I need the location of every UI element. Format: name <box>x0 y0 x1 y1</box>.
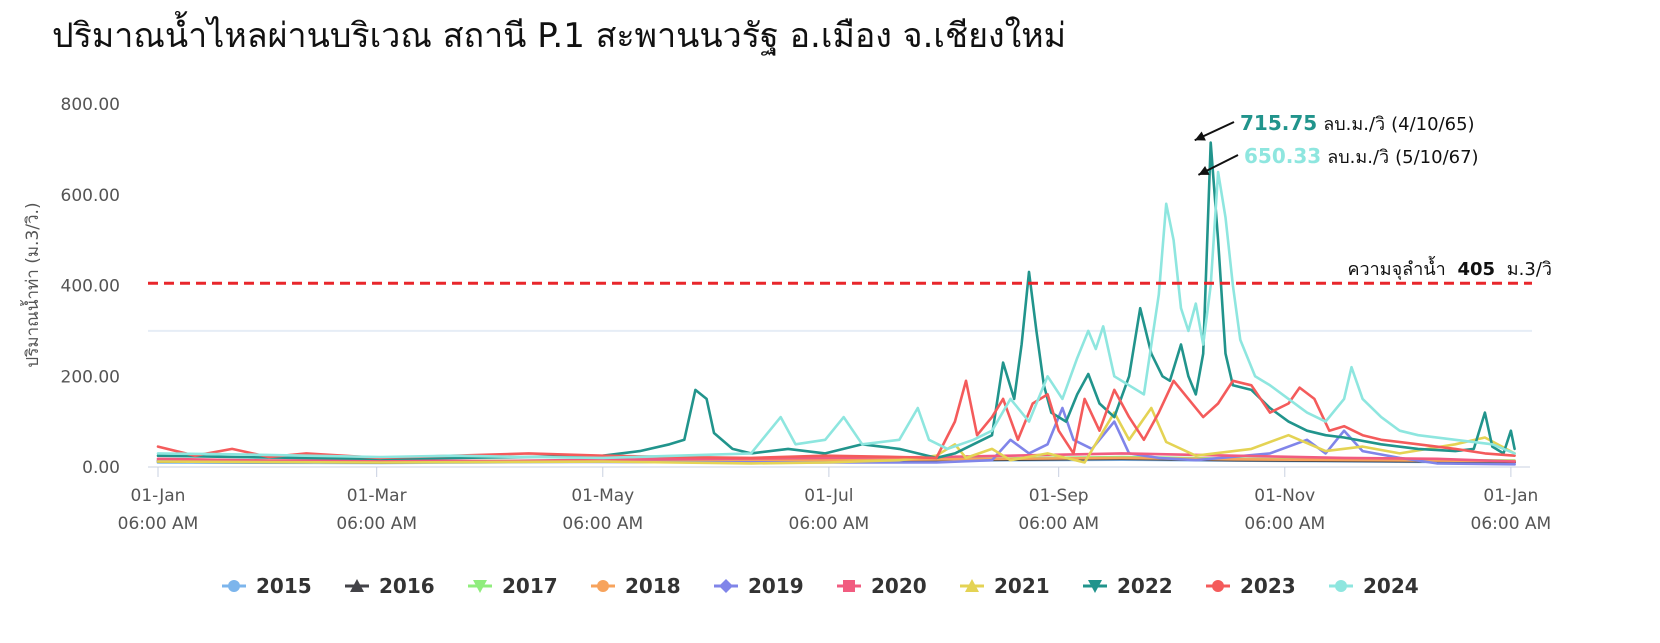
legend-label: 2015 <box>256 574 312 598</box>
series-line-2021 <box>156 406 1516 465</box>
annotation-label: 650.33 ลบ.ม./วิ (5/10/67) <box>1244 144 1479 168</box>
y-tick-label: 400.00 <box>61 277 120 297</box>
x-tick-label: 01-Jan <box>1483 486 1538 506</box>
legend-item-2018[interactable]: 2018 <box>591 574 681 598</box>
x-tick-sublabel: 06:00 AM <box>1018 514 1099 534</box>
threshold-label-suffix: ม.3/วิ <box>1507 259 1552 280</box>
series-line-2019 <box>156 406 1516 466</box>
legend-marker-square <box>843 580 855 592</box>
legend: 2015 2016 2017 2018 2019 2020 2021 2022 2023 2024 <box>222 574 1419 598</box>
legend-label: 2020 <box>871 574 927 598</box>
annotation-group: 715.75 ลบ.ม./วิ (4/10/65)650.33 ลบ.ม./วิ (5/… <box>1194 111 1479 176</box>
legend-marker-diamond <box>719 579 733 593</box>
legend-label: 2018 <box>625 574 681 598</box>
series-group <box>156 141 1516 466</box>
series-line-2024 <box>156 170 1516 460</box>
x-tick-label: 01-Nov <box>1254 486 1315 506</box>
legend-item-2019[interactable]: 2019 <box>714 574 804 598</box>
legend-marker-circle <box>1335 580 1347 592</box>
legend-marker-circle <box>228 580 240 592</box>
y-tick-label: 800.00 <box>61 95 120 115</box>
x-axis: 01-Jan 06:00 AM 01-Mar 06:00 AM 01-May 06:00 … <box>118 467 1552 534</box>
y-axis: 0.00 200.00 400.00 600.00 800.00 <box>61 95 120 478</box>
annotation-unit: ลบ.ม./วิ <box>1327 147 1389 168</box>
legend-item-2017[interactable]: 2017 <box>468 574 558 598</box>
x-tick-label: 01-Jan <box>131 486 186 506</box>
legend-item-2016[interactable]: 2016 <box>345 574 435 598</box>
annotation-date: (5/10/67) <box>1395 147 1478 168</box>
legend-label: 2022 <box>1117 574 1173 598</box>
legend-marker-triangle <box>350 579 364 592</box>
x-tick-label: 01-Sep <box>1029 486 1089 506</box>
legend-marker-circle <box>1212 580 1224 592</box>
annotation-date: (4/10/65) <box>1391 114 1474 135</box>
legend-label: 2019 <box>748 574 804 598</box>
legend-item-2021[interactable]: 2021 <box>960 574 1050 598</box>
annotation-arrowhead <box>1194 131 1206 141</box>
threshold-label-value: 405 <box>1457 259 1495 280</box>
x-tick-sublabel: 06:00 AM <box>1471 514 1552 534</box>
legend-item-2020[interactable]: 2020 <box>837 574 927 598</box>
y-tick-label: 0.00 <box>82 458 120 478</box>
x-tick-sublabel: 06:00 AM <box>336 514 417 534</box>
annotation-unit: ลบ.ม./วิ <box>1323 114 1385 135</box>
legend-label: 2023 <box>1240 574 1296 598</box>
threshold-group: ความจุลำน้ำ 405 ม.3/วิ <box>148 256 1552 285</box>
series-line-2023 <box>156 379 1516 460</box>
legend-label: 2021 <box>994 574 1050 598</box>
legend-item-2015[interactable]: 2015 <box>222 574 312 598</box>
x-tick-label: 01-May <box>571 486 634 506</box>
threshold-label: ความจุลำน้ำ 405 ม.3/วิ <box>1348 256 1552 280</box>
legend-item-2024[interactable]: 2024 <box>1329 574 1419 598</box>
legend-marker-triangle-down <box>473 580 487 593</box>
x-tick-sublabel: 06:00 AM <box>562 514 643 534</box>
y-tick-label: 600.00 <box>61 186 120 206</box>
legend-label: 2016 <box>379 574 435 598</box>
legend-item-2023[interactable]: 2023 <box>1206 574 1296 598</box>
legend-label: 2024 <box>1363 574 1419 598</box>
x-tick-sublabel: 06:00 AM <box>789 514 870 534</box>
threshold-label-prefix: ความจุลำน้ำ <box>1348 256 1446 280</box>
x-tick-label: 01-Jul <box>804 486 853 506</box>
y-axis-label: ปริมาณน้ำท่า (ม.3/วิ.) <box>20 202 43 367</box>
x-tick-sublabel: 06:00 AM <box>1244 514 1325 534</box>
legend-item-2022[interactable]: 2022 <box>1083 574 1173 598</box>
x-tick-label: 01-Mar <box>347 486 407 506</box>
series-line-2022 <box>156 141 1516 461</box>
legend-marker-triangle <box>965 579 979 592</box>
x-tick-sublabel: 06:00 AM <box>118 514 199 534</box>
legend-label: 2017 <box>502 574 558 598</box>
annotation-value: 650.33 <box>1244 144 1321 168</box>
annotation-label: 715.75 ลบ.ม./วิ (4/10/65) <box>1240 111 1475 135</box>
annotation-value: 715.75 <box>1240 111 1317 135</box>
annotation-arrowhead <box>1198 165 1210 175</box>
legend-marker-circle <box>597 580 609 592</box>
y-tick-label: 200.00 <box>61 367 120 387</box>
legend-marker-triangle-down <box>1088 580 1102 593</box>
page-title: ปริมาณน้ำไหลผ่านบริเวณ สถานี P.1 สะพานนว… <box>52 16 1067 56</box>
y-axis-label-group: ปริมาณน้ำท่า (ม.3/วิ.) <box>20 202 43 367</box>
